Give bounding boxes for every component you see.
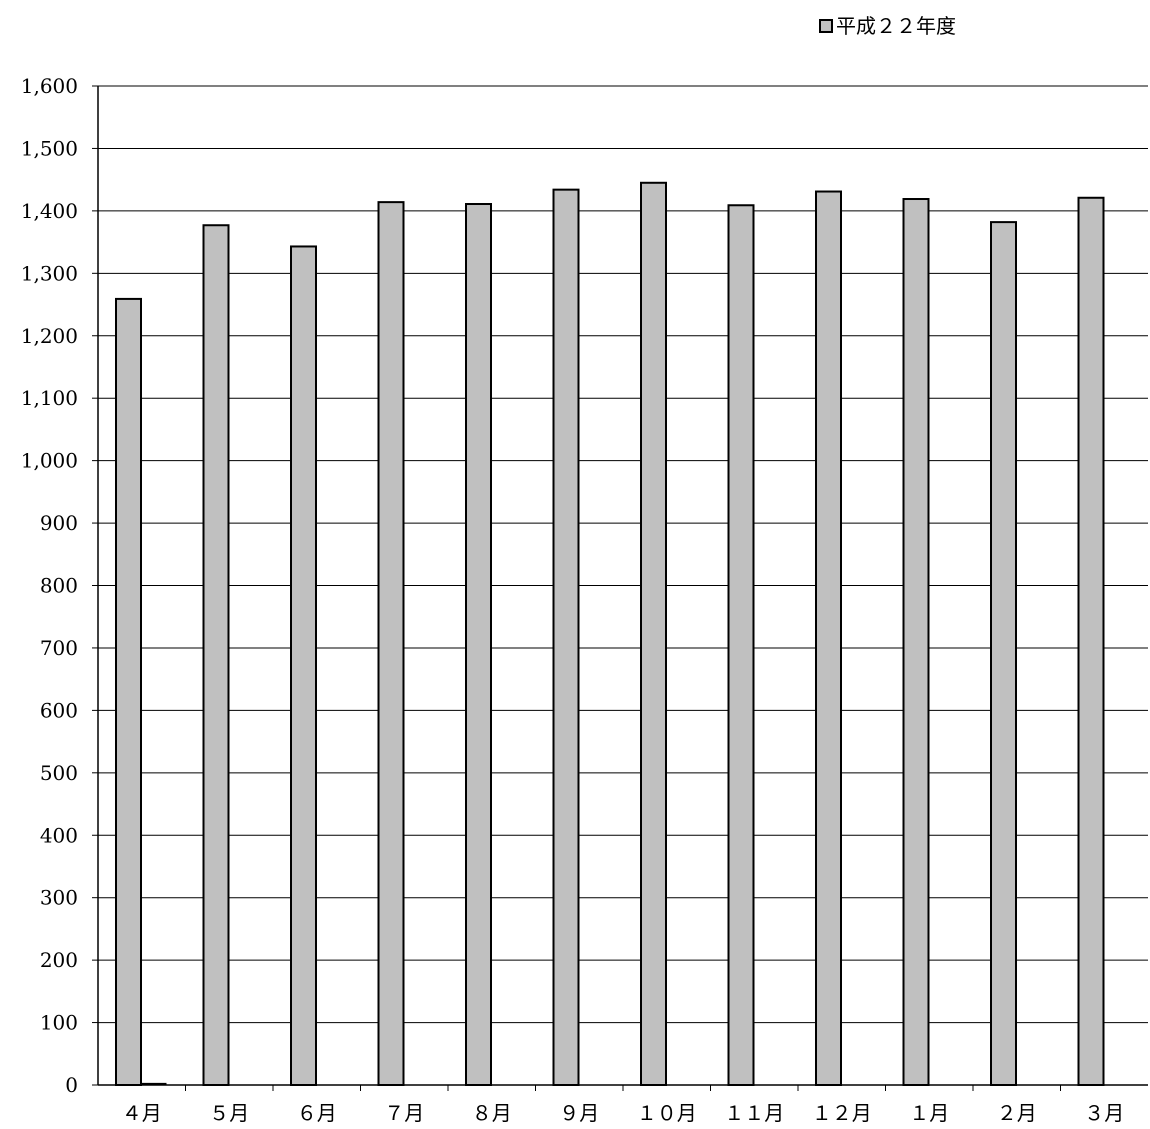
bar <box>552 188 580 1087</box>
x-tick-label: ２月 <box>997 1101 1037 1125</box>
y-tick-label: 600 <box>40 698 78 722</box>
y-tick-label: 800 <box>40 574 78 598</box>
legend: 平成２２年度 <box>819 14 956 38</box>
x-tick-label: １１月 <box>724 1101 784 1125</box>
bar <box>377 201 405 1087</box>
bar <box>727 204 755 1087</box>
axes <box>97 86 1148 1086</box>
y-tick-label: 0 <box>65 1073 78 1097</box>
bar <box>815 190 842 1087</box>
secondary-bar <box>140 1082 167 1085</box>
x-tick-label: ９月 <box>559 1101 599 1125</box>
y-tick-label: 200 <box>40 948 78 972</box>
y-tick-label: 100 <box>40 1011 78 1035</box>
x-tick-label: ３月 <box>1084 1101 1124 1125</box>
y-tick-label: 1,100 <box>21 386 78 410</box>
bar <box>640 181 667 1086</box>
x-tick-label: １０月 <box>637 1101 697 1125</box>
gridlines <box>92 85 1148 1086</box>
bar <box>202 224 230 1087</box>
bar <box>1077 196 1105 1086</box>
y-tick-label: 400 <box>40 823 78 847</box>
y-tick-label: 700 <box>40 636 78 660</box>
y-tick-label: 1,400 <box>21 199 78 223</box>
y-tick-label: 1,300 <box>21 261 78 285</box>
x-tick-label: ８月 <box>472 1101 512 1125</box>
bar <box>290 245 317 1087</box>
x-tick-label: ５月 <box>209 1101 249 1125</box>
y-tick-labels: 0 100 200 300 400 500 600 700 800 900 1,000 1,100 1,… <box>21 74 78 1097</box>
bars <box>115 181 1105 1091</box>
y-tick-label: 500 <box>40 761 78 785</box>
x-tick-label: １月 <box>909 1101 949 1125</box>
x-tick-label: １２月 <box>812 1101 872 1125</box>
legend-label: 平成２２年度 <box>836 14 956 38</box>
y-tick-label: 1,000 <box>21 449 78 473</box>
x-tick-label: ４月 <box>122 1101 162 1125</box>
bar <box>465 203 492 1086</box>
y-tick-label: 900 <box>40 511 78 535</box>
bar <box>990 221 1017 1086</box>
y-tick-label: 300 <box>40 886 78 910</box>
bar <box>115 297 142 1086</box>
x-tick-label: ６月 <box>297 1101 337 1125</box>
y-tick-label: 1,200 <box>21 324 78 348</box>
bar <box>902 198 930 1086</box>
x-tick-labels: ４月 ５月 ６月 ７月 ８月 ９月 １０月 １１月 １２月 １月 ２月 ３月 <box>122 1101 1125 1125</box>
x-tick-label: ７月 <box>384 1101 424 1125</box>
legend-swatch <box>819 19 833 33</box>
y-tick-label: 1,500 <box>21 136 78 160</box>
y-tick-label: 1,600 <box>21 74 78 98</box>
